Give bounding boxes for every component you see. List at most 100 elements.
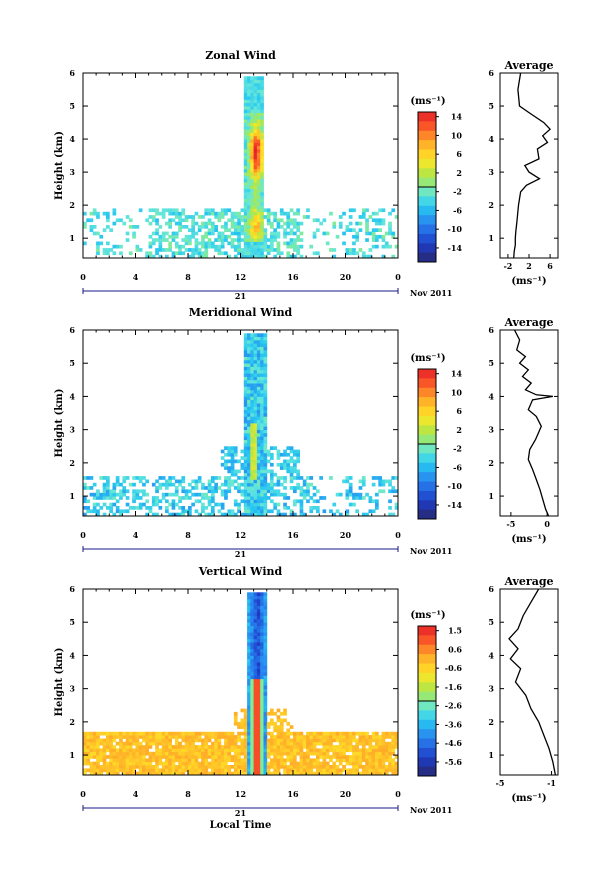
heatmap-cell: [299, 476, 304, 480]
heatmap-cell: [358, 741, 363, 746]
heatmap-cell: [322, 231, 327, 236]
heatmap-cell: [263, 396, 268, 401]
heatmap-cell: [279, 218, 284, 223]
heatmap-cell: [384, 745, 389, 749]
heatmap-cell: [322, 768, 327, 773]
heatmap-cell: [151, 751, 156, 756]
heatmap-cell: [102, 761, 107, 766]
x-tick-label: 0: [80, 530, 86, 540]
heatmap-cell: [302, 482, 307, 487]
heatmap-cell: [256, 188, 261, 193]
heatmap-cell: [165, 751, 169, 756]
heatmap-cell: [256, 356, 261, 361]
heatmap-cell: [86, 499, 90, 504]
heatmap-cell: [247, 369, 251, 374]
heatmap-cell: [165, 248, 169, 252]
heatmap-cell: [171, 254, 176, 259]
heatmap-cell: [158, 486, 163, 490]
heatmap-cell: [270, 758, 274, 763]
heatmap-cell: [243, 715, 248, 719]
heatmap-cell: [375, 238, 379, 242]
heatmap-cell: [276, 715, 281, 719]
colorbar-tick-label: 0.6: [448, 644, 462, 654]
heatmap-cell: [92, 509, 97, 514]
heatmap-cell: [188, 751, 192, 756]
heatmap-cell: [283, 234, 287, 239]
heatmap-cell: [253, 379, 258, 384]
heatmap-cell: [197, 731, 202, 736]
heatmap-cell: [250, 86, 254, 90]
heatmap-cell: [371, 755, 376, 759]
heatmap-cell: [211, 506, 215, 510]
heatmap-cell: [168, 748, 172, 753]
heatmap-cell: [240, 721, 245, 726]
heatmap-cell: [283, 765, 287, 769]
heatmap-cell: [250, 648, 254, 653]
heatmap-cell: [358, 761, 363, 766]
heatmap-cell: [348, 745, 353, 749]
heatmap-cell: [256, 698, 261, 703]
heatmap-cell: [220, 456, 225, 460]
heatmap-cell: [342, 748, 346, 753]
heatmap-cell: [253, 688, 258, 693]
heatmap-cell: [283, 211, 287, 216]
heatmap-cell: [178, 211, 182, 216]
heatmap-cell: [211, 735, 215, 739]
heatmap-cell: [368, 215, 373, 219]
heatmap-cell: [266, 748, 271, 753]
heatmap-cell: [122, 758, 127, 763]
colorbar-tick-label: -5.6: [445, 757, 463, 767]
heatmap-cell: [217, 248, 222, 252]
heatmap-cell: [165, 509, 169, 514]
heatmap-cell: [155, 735, 159, 739]
heatmap-cell: [263, 340, 268, 344]
heatmap-cell: [106, 479, 110, 484]
heatmap-cell: [250, 254, 254, 259]
heatmap-cell: [250, 373, 254, 377]
heatmap-cell: [355, 231, 359, 236]
heatmap-cell: [253, 254, 258, 259]
heatmap-cell: [250, 158, 254, 163]
heatmap-cell: [250, 429, 254, 434]
heatmap-cell: [233, 486, 238, 490]
heatmap-cell: [253, 645, 258, 650]
heatmap-cell: [381, 745, 386, 749]
heatmap-cell: [247, 605, 251, 610]
heatmap-cell: [92, 741, 97, 746]
heatmap-cell: [102, 482, 107, 487]
heatmap-cell: [286, 738, 291, 743]
heatmap-cell: [197, 476, 202, 480]
heatmap-cell: [201, 238, 205, 242]
heatmap-cell: [128, 745, 133, 749]
heatmap-cell: [227, 254, 232, 259]
heatmap-cell: [306, 758, 310, 763]
heatmap-cell: [128, 735, 133, 739]
heatmap-cell: [184, 735, 189, 739]
heatmap-cell: [256, 403, 261, 407]
heatmap-cell: [253, 761, 258, 766]
heatmap-cell: [260, 662, 264, 666]
heatmap-cell: [247, 195, 251, 199]
heatmap-cell: [243, 195, 248, 199]
heatmap-cell: [247, 678, 251, 683]
heatmap-cell: [256, 738, 261, 743]
heatmap-cell: [345, 771, 350, 776]
heatmap-cell: [371, 228, 376, 232]
heatmap-cell: [352, 492, 356, 497]
y-tick-label: 5: [69, 101, 75, 111]
heatmap-cell: [253, 211, 258, 216]
heatmap-cell: [256, 178, 261, 183]
heatmap-cell: [345, 496, 350, 500]
heatmap-cell: [247, 662, 251, 666]
heatmap-cell: [371, 244, 376, 249]
heatmap-cell: [381, 765, 386, 769]
heatmap-cell: [260, 755, 264, 759]
heatmap-cell: [378, 751, 382, 756]
heatmap-cell: [384, 735, 389, 739]
heatmap-cell: [178, 735, 182, 739]
heatmap-cell: [102, 751, 107, 756]
heatmap-cell: [263, 615, 268, 620]
heatmap-cell: [345, 745, 350, 749]
month-label: Nov 2011: [410, 805, 452, 815]
heatmap-cell: [214, 248, 218, 252]
